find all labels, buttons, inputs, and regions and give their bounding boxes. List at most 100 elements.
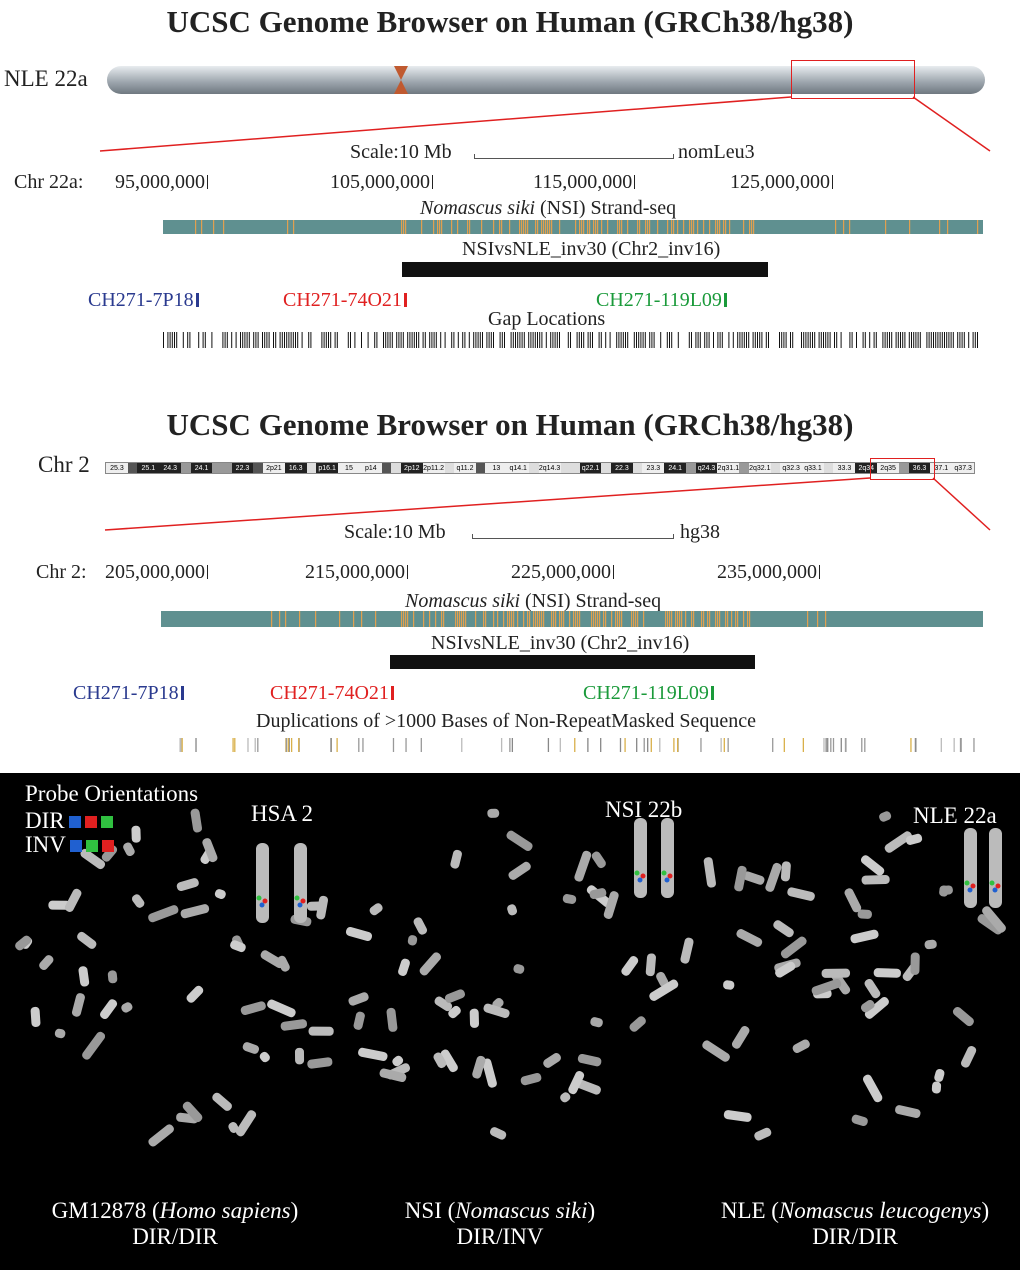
strand-stripe (457, 611, 459, 627)
gap-mark (416, 332, 417, 348)
dup-mark (392, 738, 395, 752)
gap-mark (462, 332, 464, 348)
panel2-title: UCSC Genome Browser on Human (GRCh38/hg3… (166, 407, 854, 442)
chromosome (15, 935, 32, 951)
strand-stripe (551, 611, 553, 627)
chromosome (392, 1055, 404, 1067)
strand-stripe (485, 611, 487, 627)
gap-mark (869, 332, 871, 348)
gap-mark (719, 332, 721, 348)
strand-stripe (693, 220, 695, 234)
chromosome (77, 931, 97, 949)
gap-mark (292, 332, 294, 348)
strand-stripe (849, 220, 851, 234)
dup-mark (624, 738, 626, 752)
chromosome (132, 894, 145, 908)
strand-stripe (689, 220, 691, 234)
gap-mark (286, 332, 288, 348)
strand-stripe (539, 611, 541, 627)
dup-mark (405, 738, 407, 752)
dup-mark (915, 738, 917, 752)
scale-label: Scale:10 Mb (350, 141, 452, 163)
chromosome (780, 861, 791, 882)
chromosome (123, 842, 135, 857)
chromosome (680, 937, 694, 964)
band (475, 463, 486, 473)
strand-stripe (611, 611, 613, 627)
strand-stripe (439, 220, 441, 234)
coord: 235,000,000 (717, 561, 820, 584)
gap-mark (669, 332, 670, 348)
strand-stripe (433, 220, 435, 234)
gap-mark (959, 332, 961, 348)
dup-mark (547, 738, 550, 752)
gap-mark (754, 332, 756, 348)
strand-stripe (731, 611, 733, 627)
gap-mark (519, 332, 521, 348)
sample-caption: NLE (Nomascus leucogenys) DIR/DIR (720, 1198, 990, 1249)
gap-mark (605, 332, 607, 348)
strand-stripe (461, 611, 463, 627)
dup-mark (330, 738, 332, 752)
dup-mark (285, 738, 288, 752)
strand-stripe (407, 611, 409, 627)
strand-stripe (703, 611, 705, 627)
strand-stripe (451, 220, 453, 234)
gap-mark (189, 332, 191, 348)
legend-dir: DIR (25, 809, 113, 833)
band: 22.3 (611, 463, 633, 473)
gap-mark (389, 332, 391, 348)
gap-mark (396, 332, 398, 348)
strand-stripe (541, 611, 543, 627)
band (212, 463, 223, 473)
gap-mark (640, 332, 642, 348)
gap-mark (281, 332, 283, 348)
chromosome (407, 935, 418, 946)
gap-mark (187, 332, 189, 348)
strand-stripe (213, 220, 215, 234)
chromosome (910, 952, 920, 975)
strand-stripe (753, 220, 755, 234)
chromosome (306, 901, 324, 911)
strand-stripe (691, 220, 693, 234)
dup-mark (825, 738, 827, 752)
gap-mark (504, 332, 505, 348)
strand-stripe (725, 220, 727, 234)
chromosome (591, 851, 606, 869)
dup-mark (650, 738, 652, 752)
dup-mark (288, 738, 291, 752)
gap-mark (169, 332, 171, 348)
chromosome (202, 838, 218, 863)
strand-stripe (527, 220, 529, 234)
strand-stripe (597, 220, 599, 234)
chromosome (590, 1017, 603, 1028)
gap-mark (741, 332, 743, 348)
gap-mark (972, 332, 974, 348)
gap-mark (198, 332, 200, 348)
strand-stripe (463, 611, 465, 627)
chromosome (369, 903, 383, 916)
dup-mark (783, 738, 785, 752)
dup-mark (232, 738, 234, 752)
gap-mark (900, 332, 901, 348)
gap-mark (473, 332, 475, 348)
dup-mark (509, 738, 511, 752)
chromosome (148, 1124, 174, 1147)
band: 2q34 (855, 463, 878, 473)
gap-mark (897, 332, 899, 348)
gap-mark (961, 332, 963, 348)
gap-mark (939, 332, 941, 348)
chromosome (353, 1011, 365, 1030)
strand-stripe (593, 611, 595, 627)
dup-mark (823, 738, 825, 752)
chromosome (228, 1122, 239, 1133)
highlighted-chromosome (989, 828, 1002, 908)
gap-mark (512, 332, 514, 348)
chromosome (543, 1053, 561, 1068)
coord-label: Chr 2: (36, 561, 87, 583)
chromosome (520, 1073, 542, 1086)
strand-stripe (287, 220, 289, 234)
chromosome (787, 887, 815, 901)
gap-mark (517, 332, 519, 348)
gap-mark (768, 332, 769, 348)
